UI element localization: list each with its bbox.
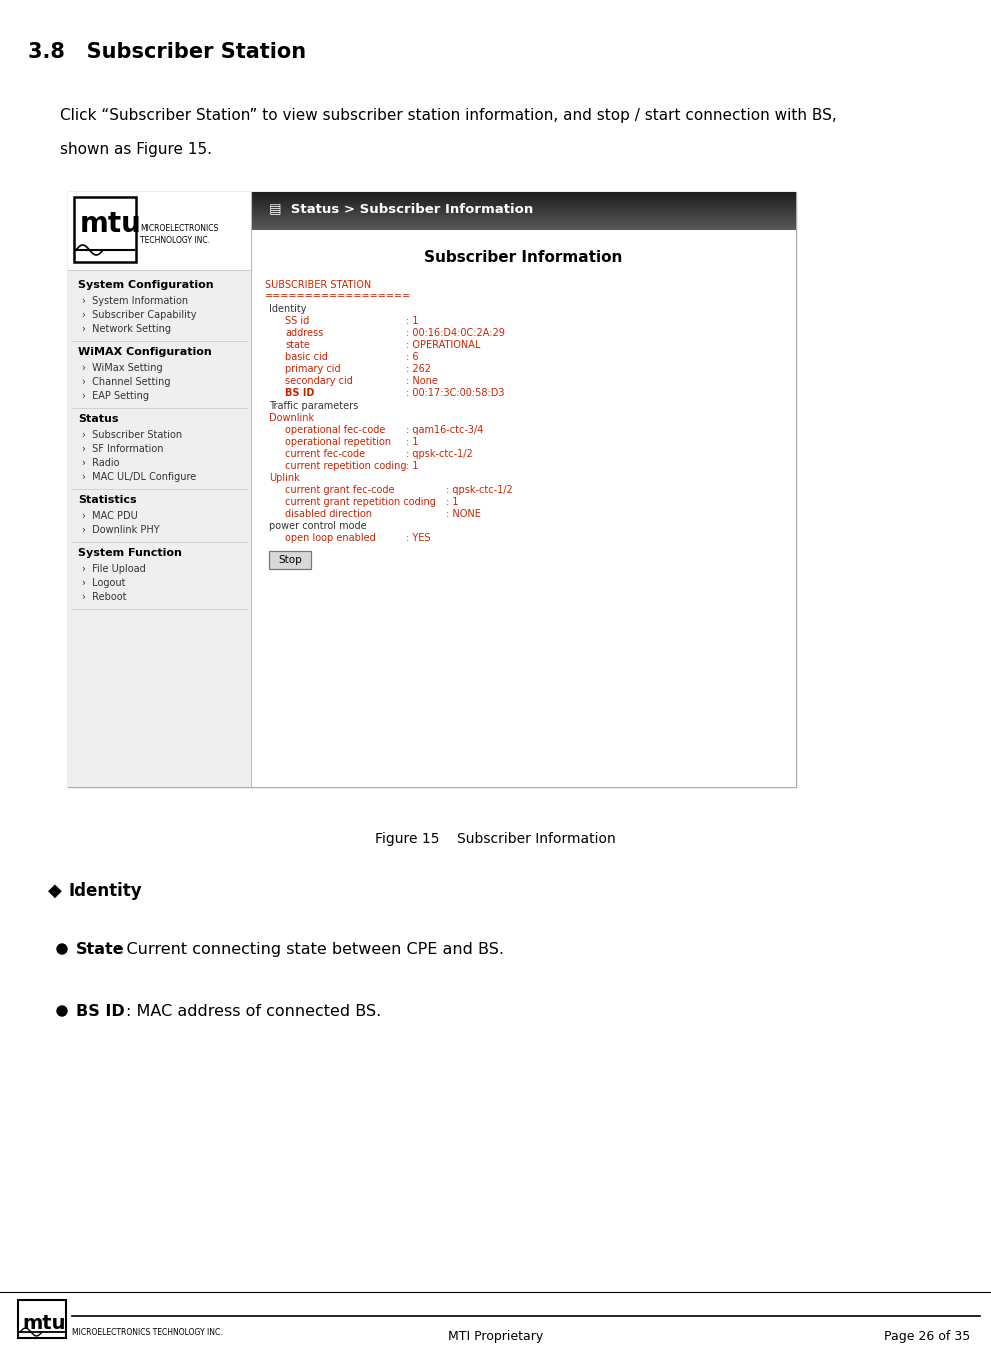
- Text: ›  EAP Setting: › EAP Setting: [82, 391, 149, 401]
- Text: primary cid: primary cid: [285, 364, 341, 374]
- Text: Click “Subscriber Station” to view subscriber station information, and stop / st: Click “Subscriber Station” to view subsc…: [60, 108, 836, 123]
- Text: : 262: : 262: [406, 364, 431, 374]
- Text: ›  WiMax Setting: › WiMax Setting: [82, 363, 163, 374]
- Text: Downlink: Downlink: [269, 413, 314, 424]
- Text: ›  MAC PDU: › MAC PDU: [82, 511, 138, 521]
- Text: power control mode: power control mode: [269, 521, 367, 532]
- Text: : 6: : 6: [406, 352, 418, 362]
- Text: ▤  Status > Subscriber Information: ▤ Status > Subscriber Information: [269, 202, 533, 214]
- FancyBboxPatch shape: [18, 1300, 66, 1338]
- Text: open loop enabled: open loop enabled: [285, 533, 376, 544]
- Text: SS id: SS id: [285, 316, 309, 326]
- Text: WiMAX Configuration: WiMAX Configuration: [78, 347, 212, 357]
- Text: State: State: [76, 942, 125, 956]
- FancyBboxPatch shape: [269, 550, 311, 569]
- Text: ›  Downlink PHY: › Downlink PHY: [82, 525, 160, 536]
- Text: mtu: mtu: [22, 1314, 65, 1333]
- Text: 3.8   Subscriber Station: 3.8 Subscriber Station: [28, 42, 306, 62]
- Text: ›  MAC UL/DL Configure: › MAC UL/DL Configure: [82, 472, 196, 482]
- Text: ›  SF Information: › SF Information: [82, 444, 164, 455]
- FancyBboxPatch shape: [251, 229, 796, 786]
- Text: : 1: : 1: [406, 461, 418, 471]
- Text: BS ID: BS ID: [285, 389, 314, 398]
- Text: basic cid: basic cid: [285, 352, 328, 362]
- Text: ›  Channel Setting: › Channel Setting: [82, 376, 170, 387]
- Text: mtu: mtu: [80, 210, 142, 237]
- FancyBboxPatch shape: [74, 197, 136, 262]
- Text: : OPERATIONAL: : OPERATIONAL: [406, 340, 481, 349]
- Text: Figure 15    Subscriber Information: Figure 15 Subscriber Information: [376, 832, 615, 846]
- Text: current repetition coding: current repetition coding: [285, 461, 406, 471]
- Text: Traffic parameters: Traffic parameters: [269, 401, 359, 411]
- Circle shape: [57, 1006, 67, 1016]
- Text: MICROELECTRONICS
TECHNOLOGY INC.: MICROELECTRONICS TECHNOLOGY INC.: [140, 224, 218, 244]
- Text: : qpsk-ctc-1/2: : qpsk-ctc-1/2: [406, 449, 473, 459]
- Text: : Current connecting state between CPE and BS.: : Current connecting state between CPE a…: [116, 942, 504, 956]
- Text: Identity: Identity: [68, 882, 142, 900]
- Text: ›  Subscriber Station: › Subscriber Station: [82, 430, 182, 440]
- Text: operational fec-code: operational fec-code: [285, 425, 385, 434]
- Text: operational repetition: operational repetition: [285, 437, 391, 447]
- Text: : 1: : 1: [446, 496, 459, 507]
- Text: disabled direction: disabled direction: [285, 509, 372, 519]
- Text: MTI Proprietary: MTI Proprietary: [448, 1330, 543, 1344]
- Text: System Function: System Function: [78, 548, 182, 558]
- Text: : 1: : 1: [406, 316, 418, 326]
- Text: ◆: ◆: [48, 882, 61, 900]
- Text: Statistics: Statistics: [78, 495, 137, 505]
- Text: ›  File Upload: › File Upload: [82, 564, 146, 575]
- Text: ›  Reboot: › Reboot: [82, 592, 127, 602]
- FancyBboxPatch shape: [68, 192, 251, 270]
- FancyBboxPatch shape: [68, 192, 251, 786]
- Text: BS ID: BS ID: [76, 1004, 125, 1018]
- Text: ›  System Information: › System Information: [82, 295, 188, 306]
- Text: : MAC address of connected BS.: : MAC address of connected BS.: [126, 1004, 382, 1018]
- Text: System Configuration: System Configuration: [78, 281, 214, 290]
- Text: shown as Figure 15.: shown as Figure 15.: [60, 142, 212, 156]
- Text: ›  Radio: › Radio: [82, 459, 120, 468]
- Text: : YES: : YES: [406, 533, 430, 544]
- Text: : 1: : 1: [406, 437, 418, 447]
- Text: ›  Logout: › Logout: [82, 577, 126, 588]
- Text: current fec-code: current fec-code: [285, 449, 365, 459]
- Text: SUBSCRIBER STATION: SUBSCRIBER STATION: [265, 281, 372, 290]
- Text: ›  Subscriber Capability: › Subscriber Capability: [82, 310, 196, 320]
- Text: current grant repetition coding: current grant repetition coding: [285, 496, 436, 507]
- Text: : None: : None: [406, 376, 438, 386]
- Text: secondary cid: secondary cid: [285, 376, 353, 386]
- FancyBboxPatch shape: [68, 192, 796, 786]
- Text: MICROELECTRONICS TECHNOLOGY INC.: MICROELECTRONICS TECHNOLOGY INC.: [72, 1327, 223, 1337]
- Text: : NONE: : NONE: [446, 509, 481, 519]
- Text: Uplink: Uplink: [269, 473, 299, 483]
- Text: Stop: Stop: [278, 554, 302, 565]
- Circle shape: [57, 944, 67, 954]
- Text: state: state: [285, 340, 310, 349]
- Text: Identity: Identity: [269, 304, 306, 314]
- Text: : 00:17:3C:00:58:D3: : 00:17:3C:00:58:D3: [406, 389, 504, 398]
- Text: address: address: [285, 328, 323, 339]
- Text: Page 26 of 35: Page 26 of 35: [884, 1330, 970, 1344]
- Text: : 00:16:D4:0C:2A:29: : 00:16:D4:0C:2A:29: [406, 328, 504, 339]
- Text: Status: Status: [78, 414, 119, 424]
- Text: : qam16-ctc-3/4: : qam16-ctc-3/4: [406, 425, 484, 434]
- Text: Subscriber Information: Subscriber Information: [424, 250, 622, 264]
- Text: : qpsk-ctc-1/2: : qpsk-ctc-1/2: [446, 486, 512, 495]
- Text: ==================: ==================: [265, 291, 411, 301]
- Text: current grant fec-code: current grant fec-code: [285, 486, 394, 495]
- Text: ›  Network Setting: › Network Setting: [82, 324, 171, 335]
